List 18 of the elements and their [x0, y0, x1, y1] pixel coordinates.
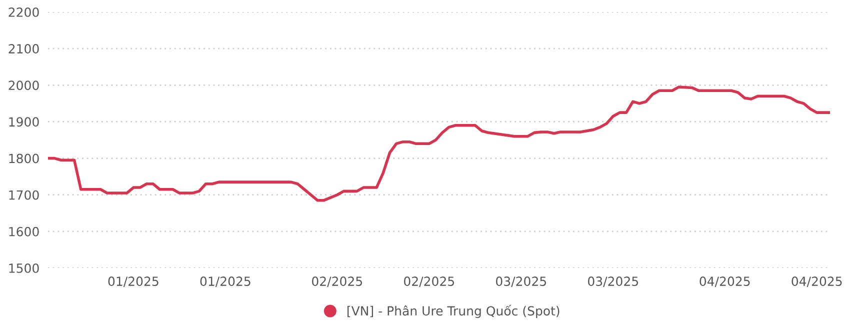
y-tick-label: 2000 [8, 80, 39, 90]
x-tick-label: 01/2025 [108, 276, 158, 287]
x-tick-label: 04/2025 [700, 276, 750, 287]
x-tick-label: 03/2025 [588, 276, 638, 287]
y-tick-label: 1500 [9, 263, 39, 273]
x-tick-label: 04/2025 [792, 276, 842, 287]
y-tick-label: 1900 [9, 117, 39, 127]
x-tick-label: 01/2025 [200, 276, 250, 287]
x-tick-label: 02/2025 [404, 276, 454, 287]
line-series [48, 86, 830, 202]
legend-label: [VN] - Phân Ure Trung Quốc (Spot) [347, 304, 560, 318]
x-tick-label: 03/2025 [496, 276, 546, 287]
y-tick-label: 1700 [9, 190, 39, 200]
y-tick-label: 2100 [8, 44, 39, 54]
x-tick-label: 02/2025 [312, 276, 362, 287]
y-tick-label: 2200 [8, 7, 39, 17]
y-tick-label: 1600 [9, 226, 39, 236]
y-tick-label: 1800 [9, 154, 39, 164]
